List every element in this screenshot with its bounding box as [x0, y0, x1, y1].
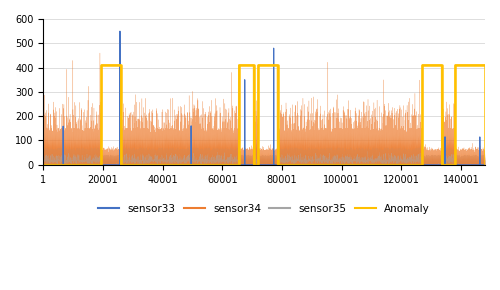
Legend: sensor33, sensor34, sensor35, Anomaly: sensor33, sensor34, sensor35, Anomaly [94, 200, 434, 218]
